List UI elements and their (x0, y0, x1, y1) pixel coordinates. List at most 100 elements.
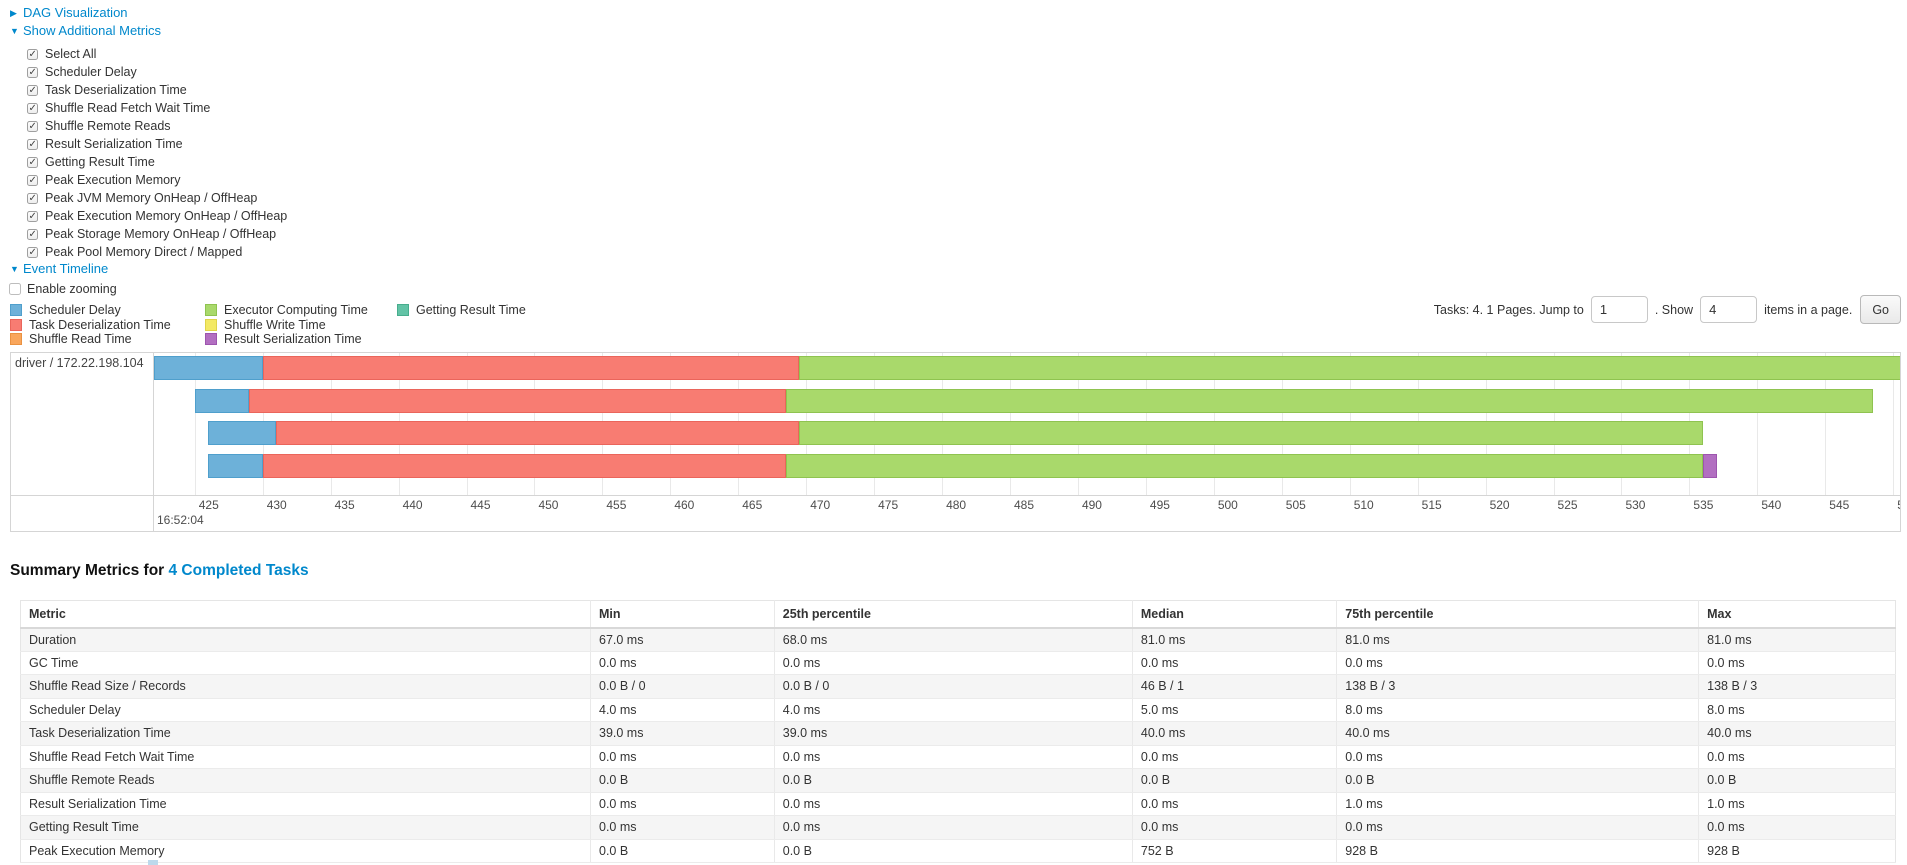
checkbox-icon[interactable] (27, 82, 38, 100)
metric-checkbox-peak-pool-memory-direct-mapped[interactable]: Peak Pool Memory Direct / Mapped (27, 243, 287, 262)
timeline-bar-executor-computing-task-1[interactable] (785, 389, 1873, 413)
jump-to-page-input[interactable] (1590, 296, 1648, 323)
legend-label: Getting Result Time (416, 303, 526, 317)
metric-checkbox-scheduler-delay[interactable]: Scheduler Delay (27, 63, 287, 82)
metric-checkbox-result-serialization-time[interactable]: Result Serialization Time (27, 135, 287, 154)
table-row-shuffle-remote-reads: Shuffle Remote Reads 0.0 B 0.0 B 0.0 B 0.0 B… (20, 768, 1896, 793)
table-cell: 0.0 ms (773, 815, 1133, 840)
timeline-bar-executor-computing-task-3[interactable] (785, 454, 1703, 478)
table-cell: Scheduler Delay (20, 698, 591, 722)
table-cell: 0.0 ms (1131, 745, 1337, 769)
time-tick-label: 430 (266, 498, 287, 512)
table-cell: 46 B / 1 (1131, 674, 1337, 699)
table-cell: Shuffle Read Size / Records (20, 674, 591, 699)
table-cell: Duration (20, 627, 591, 652)
time-tick-label: 465 (742, 498, 763, 512)
metric-checkbox-peak-execution-memory-onheap-offheap[interactable]: Peak Execution Memory OnHeap / OffHeap (27, 207, 288, 226)
legend-column: Executor Computing Time Shuffle Write Tim… (205, 303, 397, 347)
table-cell: 0.0 ms (773, 651, 1133, 675)
table-cell: 0.0 ms (590, 815, 775, 840)
column-header-75th-percentile: 75th percentile (1336, 600, 1699, 629)
column-header-median: Median (1131, 600, 1337, 629)
timeline-bar-scheduler-delay-task-1[interactable] (194, 389, 250, 413)
metric-checkbox-shuffle-read-fetch-wait-time[interactable]: Shuffle Read Fetch Wait Time (27, 99, 287, 118)
time-axis-line (11, 495, 1900, 496)
legend-item-getting-result-time: Getting Result Time (397, 303, 526, 318)
checkbox-icon[interactable] (27, 64, 38, 82)
table-cell: 928 B (1698, 839, 1896, 863)
summary-metrics-table: Metric Min 25th percentile Median 75th perce… (20, 600, 1896, 863)
checkbox-icon[interactable] (27, 226, 38, 244)
checkbox-icon[interactable] (27, 136, 38, 154)
checkbox-icon[interactable] (27, 190, 38, 208)
legend-item-shuffle-write-time: Shuffle Write Time (205, 318, 397, 333)
table-header-row: Metric Min 25th percentile Median 75th perce… (20, 600, 1896, 629)
time-tick-label: 535 (1693, 498, 1714, 512)
table-cell: Getting Result Time (20, 815, 591, 840)
time-tick-label: 530 (1625, 498, 1646, 512)
timeline-bar-task-deserialization-task-3[interactable] (262, 454, 786, 478)
table-cell: 928 B (1336, 839, 1699, 863)
time-tick-label: 445 (470, 498, 491, 512)
legend-label: Shuffle Write Time (224, 317, 326, 332)
checkbox-icon[interactable] (27, 244, 38, 262)
timeline-bar-task-deserialization-task-0[interactable] (262, 356, 800, 380)
legend-label: Shuffle Read Time (29, 332, 132, 347)
timeline-bar-task-deserialization-task-2[interactable] (276, 421, 800, 445)
metric-checkbox-peak-jvm-memory-onheap-offheap[interactable]: Peak JVM Memory OnHeap / OffHeap (27, 189, 287, 208)
dag-visualization-toggle[interactable]: ▶ DAG Visualization (10, 5, 128, 20)
table-cell: 0.0 B (1336, 768, 1699, 793)
table-cell: Result Serialization Time (20, 792, 591, 816)
checkbox-icon[interactable] (27, 100, 38, 118)
legend-label: Scheduler Delay (29, 303, 121, 317)
legend-item-result-serialization-time: Result Serialization Time (205, 332, 397, 347)
table-row-task-deserialization-time: Task Deserialization Time 39.0 ms 39.0 ms 4… (20, 721, 1896, 746)
time-axis-labels: 16:52:04 425 430 435 440 445 450 455 460 465 470 4… (154, 496, 1900, 531)
metric-checkbox-getting-result-time[interactable]: Getting Result Time (27, 153, 287, 172)
table-row-scheduler-delay: Scheduler Delay 4.0 ms 4.0 ms 5.0 ms 8.0 ms 8… (20, 698, 1896, 722)
timeline-bar-scheduler-delay-task-3[interactable] (208, 454, 263, 478)
metric-checkbox-select-all[interactable]: Select All (27, 45, 287, 64)
event-timeline-toggle[interactable]: ▼ Event Timeline (10, 261, 108, 276)
go-button[interactable]: Go (1860, 295, 1901, 324)
table-cell: 0.0 B (590, 839, 775, 863)
metric-checkbox-peak-storage-memory-onheap-offheap[interactable]: Peak Storage Memory OnHeap / OffHeap (27, 225, 287, 244)
table-cell: 39.0 ms (773, 721, 1133, 746)
metric-checkbox-label: Peak Execution Memory OnHeap / OffHeap (45, 209, 288, 223)
checkbox-icon[interactable] (27, 172, 38, 190)
timeline-bar-executor-computing-task-0[interactable] (799, 356, 1900, 380)
legend-label: Task Deserialization Time (29, 317, 171, 332)
metric-checkbox-task-deserialization-time[interactable]: Task Deserialization Time (27, 81, 287, 100)
time-tick-label: 470 (810, 498, 831, 512)
metric-checkbox-label: Peak JVM Memory OnHeap / OffHeap (45, 191, 258, 205)
table-row-duration: Duration 67.0 ms 68.0 ms 81.0 ms 81.0 ms 81.0… (20, 627, 1896, 652)
checkbox-icon[interactable] (27, 208, 38, 226)
timeline-bar-scheduler-delay-task-2[interactable] (208, 421, 277, 445)
timeline-bar-executor-computing-task-2[interactable] (799, 421, 1703, 445)
table-cell: GC Time (20, 651, 591, 675)
completed-tasks-link[interactable]: 4 Completed Tasks (168, 562, 309, 579)
timeline-bar-result-serialization-task-3[interactable] (1702, 454, 1717, 478)
table-cell: 0.0 ms (773, 745, 1133, 769)
items-per-page-input[interactable] (1700, 296, 1758, 323)
timeline-bar-scheduler-delay-task-0[interactable] (154, 356, 263, 380)
table-cell: 8.0 ms (1336, 698, 1699, 722)
timeline-bar-task-deserialization-task-1[interactable] (249, 389, 786, 413)
metric-checkbox-label: Shuffle Remote Reads (45, 119, 171, 133)
table-cell: Peak Execution Memory (20, 839, 591, 863)
legend-swatch-icon (10, 333, 22, 346)
checkbox-icon[interactable] (27, 154, 38, 172)
enable-zooming-checkbox-row[interactable]: Enable zooming (9, 280, 117, 298)
column-header-metric: Metric (20, 600, 591, 629)
metric-checkbox-shuffle-remote-reads[interactable]: Shuffle Remote Reads (27, 117, 287, 136)
table-cell: 0.0 B (1131, 768, 1337, 793)
table-cell: 81.0 ms (1131, 627, 1337, 652)
checkbox-icon[interactable] (27, 46, 38, 64)
checkbox-icon[interactable] (27, 118, 38, 136)
table-cell: 0.0 ms (1131, 792, 1337, 816)
show-additional-metrics-toggle[interactable]: ▼ Show Additional Metrics (10, 23, 161, 38)
checkbox-icon[interactable] (9, 282, 21, 295)
metric-checkbox-peak-execution-memory[interactable]: Peak Execution Memory (27, 171, 287, 190)
table-cell: Shuffle Read Fetch Wait Time (20, 745, 591, 769)
